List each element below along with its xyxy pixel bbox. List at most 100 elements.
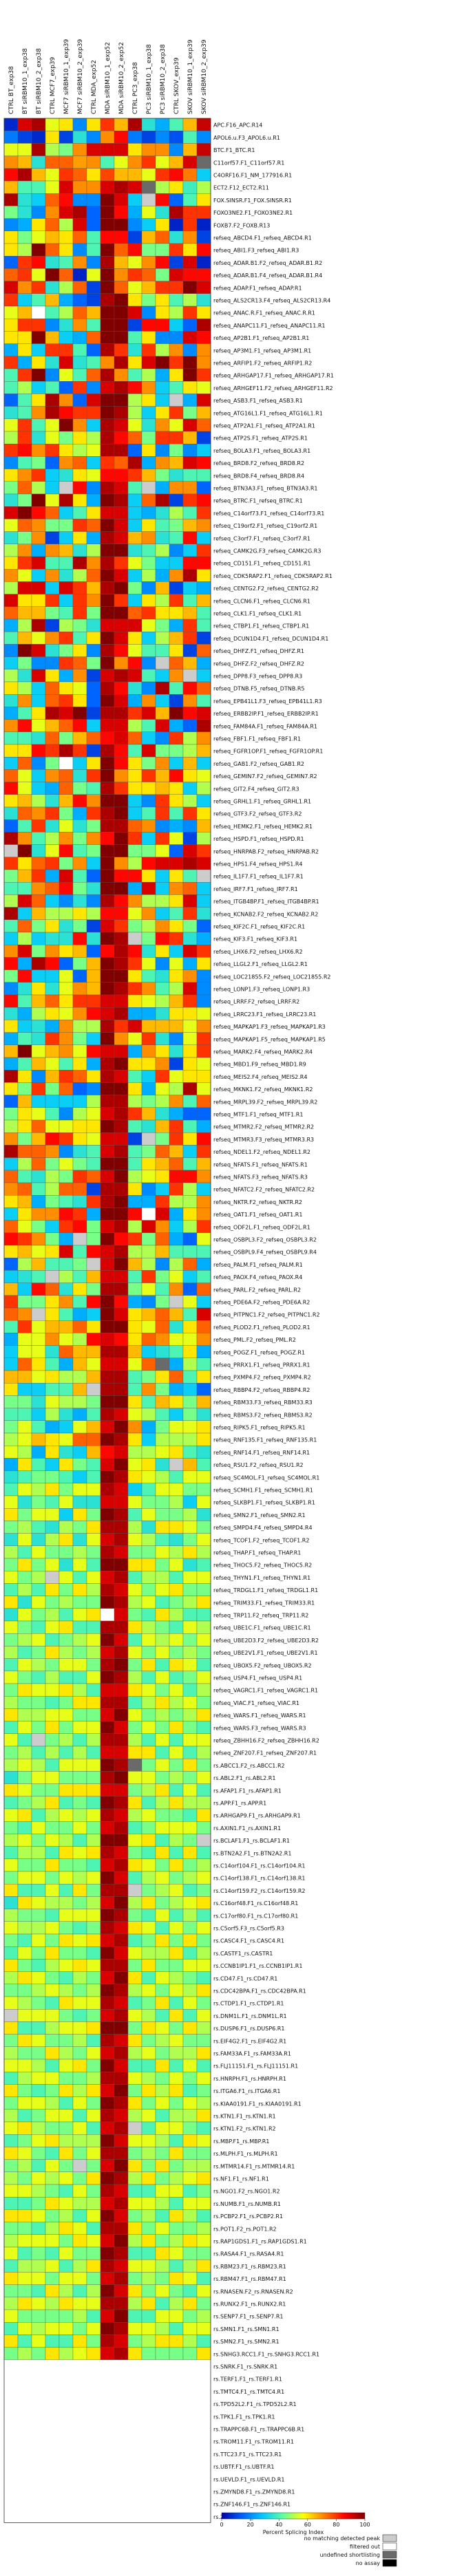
heatmap-cell xyxy=(3,769,19,782)
heatmap-cell xyxy=(127,2159,143,2172)
heatmap-cell xyxy=(169,1182,184,1196)
heatmap-cell xyxy=(100,118,115,131)
heatmap-cell xyxy=(196,919,211,933)
heatmap-cell xyxy=(182,2284,198,2297)
heatmap-cell xyxy=(141,2046,156,2060)
heatmap-cell xyxy=(3,1620,19,1634)
column-label: CTRL MDA_exp52 xyxy=(91,60,98,114)
heatmap-cell xyxy=(31,544,46,557)
row-label: refseq_THAP.F1_refseq_THAP.R1 xyxy=(213,1550,301,1556)
row-label: refseq_HSPD.F1_refseq_HSPD.R1 xyxy=(213,836,304,842)
heatmap-cell xyxy=(169,118,184,131)
heatmap-cell xyxy=(196,381,211,394)
heatmap-cell xyxy=(72,581,87,594)
heatmap-cell xyxy=(17,1896,32,1909)
heatmap-cell xyxy=(31,2171,46,2185)
heatmap-cell xyxy=(45,431,60,444)
heatmap-cell xyxy=(45,469,60,482)
heatmap-cell xyxy=(31,2234,46,2248)
heatmap-cell xyxy=(196,681,211,695)
heatmap-cell xyxy=(182,1646,198,1659)
heatmap-cell xyxy=(59,331,74,344)
heatmap-cell xyxy=(100,1070,115,1083)
heatmap-cell xyxy=(100,2284,115,2297)
heatmap-cell xyxy=(155,1383,170,1396)
heatmap-cell xyxy=(31,1470,46,1483)
heatmap-cell xyxy=(45,1232,60,1246)
heatmap-cell xyxy=(196,1357,211,1371)
heatmap-cell xyxy=(114,1082,129,1095)
heatmap-cell xyxy=(86,2121,101,2135)
heatmap-cell xyxy=(59,1220,74,1233)
heatmap-cell xyxy=(114,1395,129,1408)
heatmap-cell xyxy=(141,456,156,469)
row-label: refseq_LONP1.F3_refseq_LONP1.R3 xyxy=(213,987,310,993)
heatmap-cell xyxy=(17,305,32,319)
heatmap-cell xyxy=(86,606,101,620)
heatmap-cell xyxy=(31,1921,46,1935)
heatmap-cell xyxy=(86,694,101,707)
heatmap-cell xyxy=(169,2096,184,2110)
heatmap-cell xyxy=(59,1007,74,1020)
heatmap-cell xyxy=(169,945,184,958)
row-label: refseq_C3orf7.F1_refseq_C3orf7.R1 xyxy=(213,535,310,541)
heatmap-cell xyxy=(196,1971,211,1984)
heatmap-cell xyxy=(45,2084,60,2097)
heatmap-cell xyxy=(72,1208,87,1221)
heatmap-cell xyxy=(3,1683,19,1697)
heatmap-cell xyxy=(100,782,115,795)
heatmap-cell xyxy=(196,394,211,407)
row-label: rs.SNHG3.RCC1.F1_rs.SNHG3.RCC1.R1 xyxy=(213,2351,319,2357)
heatmap-cell xyxy=(155,1808,170,1822)
heatmap-cell xyxy=(127,669,143,683)
heatmap-cell xyxy=(182,1082,198,1095)
heatmap-cell xyxy=(45,2297,60,2310)
heatmap-cell xyxy=(114,544,129,557)
heatmap-cell xyxy=(196,180,211,194)
row-label: C4ORF16.F1_NM_177916.R1 xyxy=(213,173,292,179)
heatmap-cell xyxy=(31,1020,46,1033)
heatmap-cell xyxy=(3,1107,19,1121)
heatmap-cell xyxy=(45,456,60,469)
heatmap-cell xyxy=(3,155,19,169)
heatmap-cell xyxy=(45,2197,60,2210)
heatmap-cell xyxy=(72,319,87,332)
heatmap-cell xyxy=(100,2234,115,2248)
heatmap-cell xyxy=(196,2034,211,2047)
heatmap-cell xyxy=(141,2021,156,2035)
heatmap-cell xyxy=(31,1933,46,1947)
heatmap-cell xyxy=(59,1921,74,1935)
heatmap-cell xyxy=(3,243,19,257)
heatmap-cell xyxy=(45,1608,60,1622)
heatmap-cell xyxy=(72,1796,87,1810)
heatmap-cell xyxy=(127,1909,143,1922)
heatmap-cell xyxy=(17,844,32,857)
heatmap-cell xyxy=(141,1771,156,1784)
heatmap-cell xyxy=(72,444,87,457)
heatmap-cell xyxy=(155,1370,170,1384)
heatmap-cell xyxy=(196,1408,211,1421)
heatmap-cell xyxy=(3,1395,19,1408)
row-label: rs.CCNB1IP1.F1_rs.CCNB1IP1.R1 xyxy=(213,1963,302,1969)
heatmap-cell xyxy=(86,782,101,795)
heatmap-cell xyxy=(141,1408,156,1421)
heatmap-cell xyxy=(59,1746,74,1759)
heatmap-cell xyxy=(169,669,184,683)
heatmap-cell xyxy=(3,1470,19,1483)
row-label: refseq_ZBHH16.F2_refseq_ZBHH16.R2 xyxy=(213,1738,319,1744)
heatmap-cell xyxy=(141,1683,156,1697)
heatmap-cell xyxy=(196,356,211,369)
heatmap-cell xyxy=(155,243,170,257)
row-label: refseq_ITGB4BP.F1_refseq_ITGB4BP.R1 xyxy=(213,899,319,905)
heatmap-cell xyxy=(59,2322,74,2335)
heatmap-cell xyxy=(182,2347,198,2360)
heatmap-cell xyxy=(3,331,19,344)
heatmap-cell xyxy=(86,481,101,495)
heatmap-cell xyxy=(31,2260,46,2273)
heatmap-cell xyxy=(17,2046,32,2060)
heatmap-cell xyxy=(3,1884,19,1897)
heatmap-cell xyxy=(155,1984,170,1997)
heatmap-cell xyxy=(59,1095,74,1108)
heatmap-cell xyxy=(114,1170,129,1183)
heatmap-cell xyxy=(86,1383,101,1396)
